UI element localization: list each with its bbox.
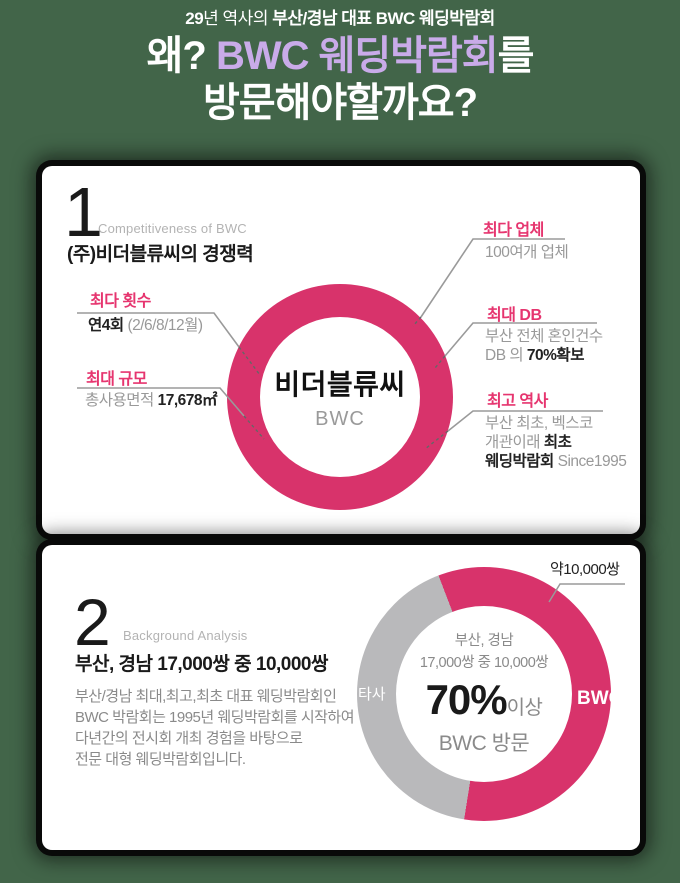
callout-db-line2-bold: 70%확보	[526, 346, 585, 364]
callout-vendors-value: 100여개 업체	[485, 244, 569, 261]
callout-scale-value: 총사용면적 17,678㎡	[85, 392, 218, 411]
callout-history-line2: 개관이래 최초	[485, 434, 626, 453]
callout-history-label: 최고 역사	[487, 393, 548, 410]
callout-db-line2: DB 의 70%확보	[485, 347, 603, 366]
callout-count-bold: 연4회	[88, 317, 124, 334]
paragraph-line: 부산/경남 최대,최고,최초 대표 웨딩박람회인	[75, 688, 337, 705]
callout-db-value: 부산 전체 혼인건수 DB 의 70%확보	[485, 328, 603, 366]
donut-percentage: 70% 이상	[426, 676, 543, 724]
callout-db-line1: 부산 전체 혼인건수	[485, 328, 603, 345]
callout-db-label: 최대 DB	[487, 307, 542, 324]
donut-center-line2: 17,000쌍 중 10,000쌍	[419, 654, 549, 671]
segment-label-bwc: BWC	[577, 688, 623, 709]
page-title-line1: 왜? BWC 웨딩박람회를	[0, 33, 680, 80]
card-background-analysis: 2 Background Analysis 부산, 경남 17,000쌍 중 1…	[42, 545, 640, 850]
title-post: 를	[497, 34, 535, 78]
percentage-value: 70%	[425, 675, 508, 723]
section-number-1: 1	[64, 173, 103, 251]
page-title: 왜? BWC 웨딩박람회를 방문해야할까요?	[0, 33, 680, 127]
donut-center-line1: 부산, 경남	[454, 633, 514, 650]
callout-count-label: 최다 횟수	[90, 293, 151, 310]
tagline-years: 29	[185, 9, 204, 28]
callout-history-line3-bold: 웨딩박람회	[485, 452, 554, 470]
tagline-regular: 년 역사의	[203, 9, 273, 28]
pink-ring: 비더블류씨 BWC	[227, 284, 453, 510]
callout-history-line1: 부산 최초, 벡스코	[485, 415, 593, 432]
callout-scale-pre: 총사용면적	[85, 392, 158, 409]
callout-db-line2-pre: DB 의	[485, 346, 527, 364]
title-pre: 왜?	[146, 34, 216, 78]
callout-vendors-label: 최다 업체	[483, 222, 544, 239]
callout-count-value: 연4회 (2/6/8/12월)	[88, 317, 203, 336]
description-paragraph: 부산/경남 최대,최고,최초 대표 웨딩박람회인 BWC 박람회는 1995년 …	[75, 686, 355, 770]
company-name: 비더블류씨	[274, 369, 406, 400]
section-subtitle-en-2: Background Analysis	[123, 628, 248, 643]
callout-history-line3-rest: Since1995	[553, 452, 627, 470]
callout-history-line2-pre: 개관이래	[485, 433, 544, 451]
title-accent: BWC 웨딩박람회	[215, 34, 499, 78]
callout-count-rest: (2/6/8/12월)	[123, 317, 203, 334]
percentage-suffix: 이상	[506, 696, 543, 719]
callout-scale-bold: 17,678㎡	[157, 392, 218, 409]
donut-center-line4: BWC 방문	[438, 731, 530, 755]
company-abbr: BWC	[315, 408, 365, 430]
tagline: 29년 역사의 부산/경남 대표 BWC 웨딩박람회	[0, 4, 680, 29]
donut-center: 부산, 경남 17,000쌍 중 10,000쌍 70% 이상 BWC 방문	[396, 606, 572, 782]
page-title-line2: 방문해야할까요?	[202, 81, 478, 126]
section-number-2: 2	[74, 585, 111, 659]
section-title-1: (주)비더블류씨의 경쟁력	[67, 244, 254, 265]
section-title-2: 부산, 경남 17,000쌍 중 10,000쌍	[75, 654, 328, 675]
annotation-bwc-count: 약10,000쌍	[550, 561, 620, 578]
ring-center: 비더블류씨 BWC	[260, 317, 420, 477]
paragraph-line: BWC 박람회는 1995년 웨딩박람회를 시작하여	[75, 709, 355, 726]
callout-history-value: 부산 최초, 벡스코 개관이래 최초 웨딩박람회 Since1995	[485, 415, 627, 472]
tagline-bold: 부산/경남 대표 BWC 웨딩박람회	[272, 9, 495, 28]
visitor-share-donut-chart: 부산, 경남 17,000쌍 중 10,000쌍 70% 이상 BWC 방문	[357, 567, 611, 821]
paragraph-line: 전문 대형 웨딩박람회입니다.	[75, 751, 246, 768]
callout-scale-label: 최대 규모	[86, 371, 147, 388]
section-subtitle-en-1: Competitiveness of BWC	[98, 221, 247, 236]
segment-label-other: 타사	[358, 686, 386, 703]
card-competitiveness: 1 Competitiveness of BWC (주)비더블류씨의 경쟁력 비…	[42, 166, 640, 534]
callout-history-line3: 웨딩박람회 Since1995	[485, 452, 627, 472]
paragraph-line: 다년간의 전시회 개최 경험을 바탕으로	[75, 730, 303, 747]
callout-history-line2-bold: 최초	[543, 433, 572, 451]
